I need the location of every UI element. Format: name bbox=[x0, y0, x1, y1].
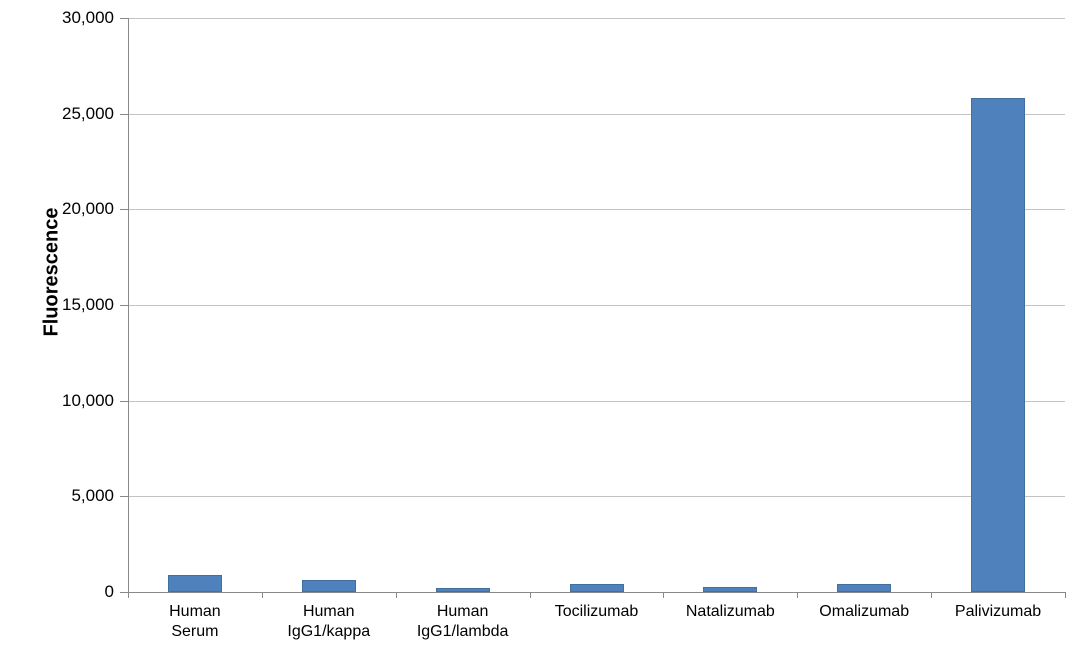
y-tick-label: 30,000 bbox=[62, 8, 114, 27]
gridline bbox=[128, 305, 1065, 306]
gridline bbox=[128, 400, 1065, 402]
y-tick-label: 10,000 bbox=[62, 390, 114, 410]
bar bbox=[703, 587, 757, 592]
gridline bbox=[128, 496, 1065, 498]
y-axis-title: Fluorescence bbox=[40, 207, 63, 337]
x-tick-mark bbox=[395, 592, 397, 598]
bar bbox=[436, 588, 490, 592]
y-tick-mark bbox=[120, 400, 128, 402]
bar bbox=[837, 584, 891, 592]
x-axis-line bbox=[128, 592, 1065, 593]
y-tick-mark bbox=[120, 592, 128, 593]
gridline bbox=[128, 209, 1065, 211]
y-tick-label: 5,000 bbox=[71, 486, 114, 506]
y-tick-mark bbox=[120, 496, 128, 498]
y-tick-mark bbox=[120, 18, 128, 19]
y-tick-label: 20,000 bbox=[62, 199, 114, 219]
y-tick-label: 25,000 bbox=[62, 103, 114, 123]
y-tick-label: 0 bbox=[104, 582, 114, 601]
gridline bbox=[128, 18, 1065, 19]
x-tick-mark bbox=[931, 592, 933, 598]
bar bbox=[168, 575, 222, 592]
y-tick-mark bbox=[120, 209, 128, 211]
category-label: Human IgG1/lambda bbox=[416, 603, 509, 640]
y-tick-label: 15,000 bbox=[62, 295, 114, 314]
x-tick-mark bbox=[797, 592, 799, 598]
bar bbox=[570, 584, 624, 592]
category-label: Palivizumab bbox=[954, 603, 1042, 620]
category-label: Tocilizumab bbox=[554, 603, 639, 620]
bar bbox=[302, 580, 356, 592]
category-label: Natalizumab bbox=[685, 603, 775, 620]
y-axis-line bbox=[128, 18, 129, 598]
y-tick-mark bbox=[120, 305, 128, 306]
category-label: Human IgG1/kappa bbox=[287, 603, 371, 640]
category-label: Omalizumab bbox=[819, 603, 910, 620]
gridline bbox=[128, 113, 1065, 115]
y-tick-mark bbox=[120, 113, 128, 115]
x-tick-mark bbox=[529, 592, 531, 598]
x-tick-mark bbox=[1065, 592, 1066, 598]
category-label: Human Serum bbox=[169, 603, 221, 640]
x-tick-mark bbox=[261, 592, 263, 598]
bar bbox=[971, 98, 1025, 592]
x-tick-mark bbox=[663, 592, 665, 598]
